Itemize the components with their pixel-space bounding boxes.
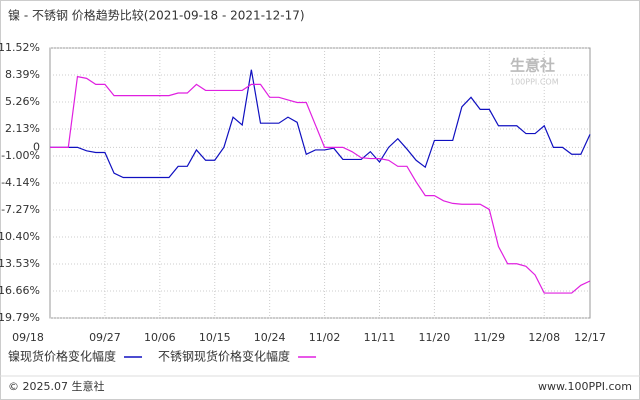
y-tick-label: 11.52% (0, 41, 40, 54)
y-tick-label: -10.40% (0, 230, 40, 243)
x-tick-label: 09/18 (12, 331, 44, 344)
x-tick-label: 11/29 (473, 331, 505, 344)
series-line (50, 75, 591, 294)
y-tick-label: 2.13% (5, 122, 40, 135)
y-tick-label: -16.66% (0, 284, 40, 297)
x-tick-label: 11/02 (309, 331, 341, 344)
x-tick-label: 10/24 (254, 331, 286, 344)
legend-label: 不锈钢现货价格变化幅度 (158, 349, 290, 364)
x-tick-label: 09/27 (89, 331, 121, 344)
y-tick-label: -13.53% (0, 257, 40, 270)
x-tick-label: 11/11 (364, 331, 396, 344)
series-line (50, 69, 591, 179)
y-tick-label: 0 (33, 140, 40, 153)
legend-label: 镍现货价格变化幅度 (8, 349, 116, 364)
footer-left: © 2025.07 生意社 (8, 379, 104, 393)
x-tick-label: 12/17 (574, 331, 606, 344)
y-tick-label: -1.00% (1, 149, 40, 162)
x-tick-label: 10/15 (199, 331, 231, 344)
x-tick-label: 11/20 (419, 331, 451, 344)
y-tick-label: 5.26% (5, 95, 40, 108)
y-tick-label: -4.14% (1, 176, 40, 189)
watermark: 生意社 (510, 57, 555, 75)
watermark-sub: 100PPI.COM (510, 78, 559, 87)
chart-title: 镍 - 不锈钢 价格趋势比较(2021-09-18 - 2021-12-17) (8, 8, 305, 23)
y-tick-label: 8.39% (5, 68, 40, 81)
x-tick-label: 12/08 (528, 331, 560, 344)
x-tick-label: 10/06 (144, 331, 176, 344)
y-tick-label: -7.27% (1, 203, 40, 216)
footer-right: www.100PPI.com (538, 380, 632, 393)
y-tick-label: -19.79% (0, 311, 40, 324)
